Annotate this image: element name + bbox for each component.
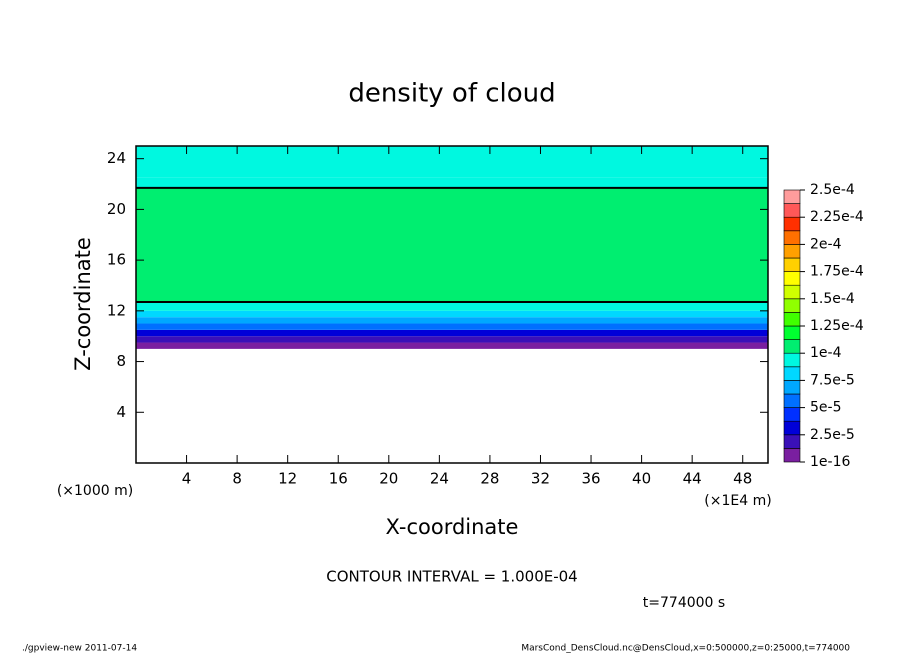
colorbar-box: [783, 325, 801, 340]
colorbar-box: [783, 298, 801, 313]
contour-interval: CONTOUR INTERVAL = 1.000E-04: [326, 568, 577, 586]
colorbar-label: 2.25e-4: [810, 209, 864, 225]
x-tick-label: 28: [480, 470, 499, 488]
colorbar-box: [783, 366, 801, 381]
colorbar-box: [783, 230, 801, 245]
colorbar-box: [783, 352, 801, 368]
field-band: [136, 323, 768, 330]
y-tick-label: 24: [107, 149, 126, 167]
x-tick-label: 32: [531, 470, 550, 488]
y-tick-label: 8: [116, 352, 126, 370]
x-tick-label: 40: [632, 470, 651, 488]
colorbar-box: [783, 339, 801, 354]
x-unit: (×1E4 m): [704, 493, 771, 509]
x-axis-label: X-coordinate: [386, 515, 519, 539]
colorbar-box: [783, 284, 801, 300]
colorbar-label: 1.25e-4: [810, 318, 864, 334]
x-tick-label: 36: [581, 470, 600, 488]
x-tick-label: 24: [430, 470, 449, 488]
colorbar-box: [783, 420, 801, 436]
y-tick-label: 20: [107, 200, 126, 218]
plot-frame: [135, 145, 769, 464]
colorbar-label: 2.5e-4: [810, 182, 855, 198]
footer-left: ./gpview-new 2011-07-14: [22, 644, 137, 654]
colorbar-box: [783, 380, 801, 395]
x-tick-label: 12: [278, 470, 297, 488]
colorbar-box: [783, 271, 801, 286]
x-tick-label: 16: [329, 470, 348, 488]
y-tick-label: 16: [107, 251, 126, 269]
field-band: [136, 317, 768, 324]
colorbar-label: 2e-4: [810, 236, 842, 252]
colorbar-box: [783, 393, 801, 408]
colorbar-box: [783, 257, 801, 272]
colorbar-label: 5e-5: [810, 400, 841, 416]
x-tick-label: 20: [379, 470, 398, 488]
field-band: [136, 146, 768, 178]
colorbar-box: [783, 434, 801, 449]
field-band: [136, 329, 768, 337]
x-tick-label: 4: [182, 470, 192, 488]
y-tick-label: 12: [107, 301, 126, 319]
x-tick-label: 8: [232, 470, 242, 488]
field-band: [136, 310, 768, 318]
colorbar-box: [783, 244, 801, 259]
colorbar-label: 1e-4: [810, 345, 842, 361]
field-band: [136, 301, 768, 311]
colorbar-label: 7.5e-5: [810, 372, 855, 388]
colorbar-box: [783, 216, 801, 232]
field-band: [136, 342, 768, 349]
colorbar-box: [783, 407, 801, 422]
time-label: t=774000 s: [643, 595, 725, 611]
colorbar-label: 1.75e-4: [810, 264, 864, 280]
colorbar-box: [783, 448, 801, 463]
x-tick-label: 44: [683, 470, 702, 488]
colorbar-label: 1e-16: [810, 454, 850, 470]
field-band: [136, 187, 768, 302]
x-tick-label: 48: [733, 470, 752, 488]
y-axis-label: Z-coordinate: [71, 237, 95, 371]
colorbar-box: [783, 203, 801, 218]
y-tick-label: 4: [116, 403, 126, 421]
field-band: [136, 336, 768, 343]
colorbar-label: 1.5e-4: [810, 291, 855, 307]
footer-right: MarsCond_DensCloud.nc@DensCloud,x=0:5000…: [521, 644, 850, 654]
field-band: [136, 177, 768, 188]
colorbar-label: 2.5e-5: [810, 427, 855, 443]
y-unit: (×1000 m): [57, 483, 133, 499]
colorbar-box: [783, 189, 801, 204]
chart-title: density of cloud: [348, 79, 555, 109]
colorbar-box: [783, 312, 801, 327]
